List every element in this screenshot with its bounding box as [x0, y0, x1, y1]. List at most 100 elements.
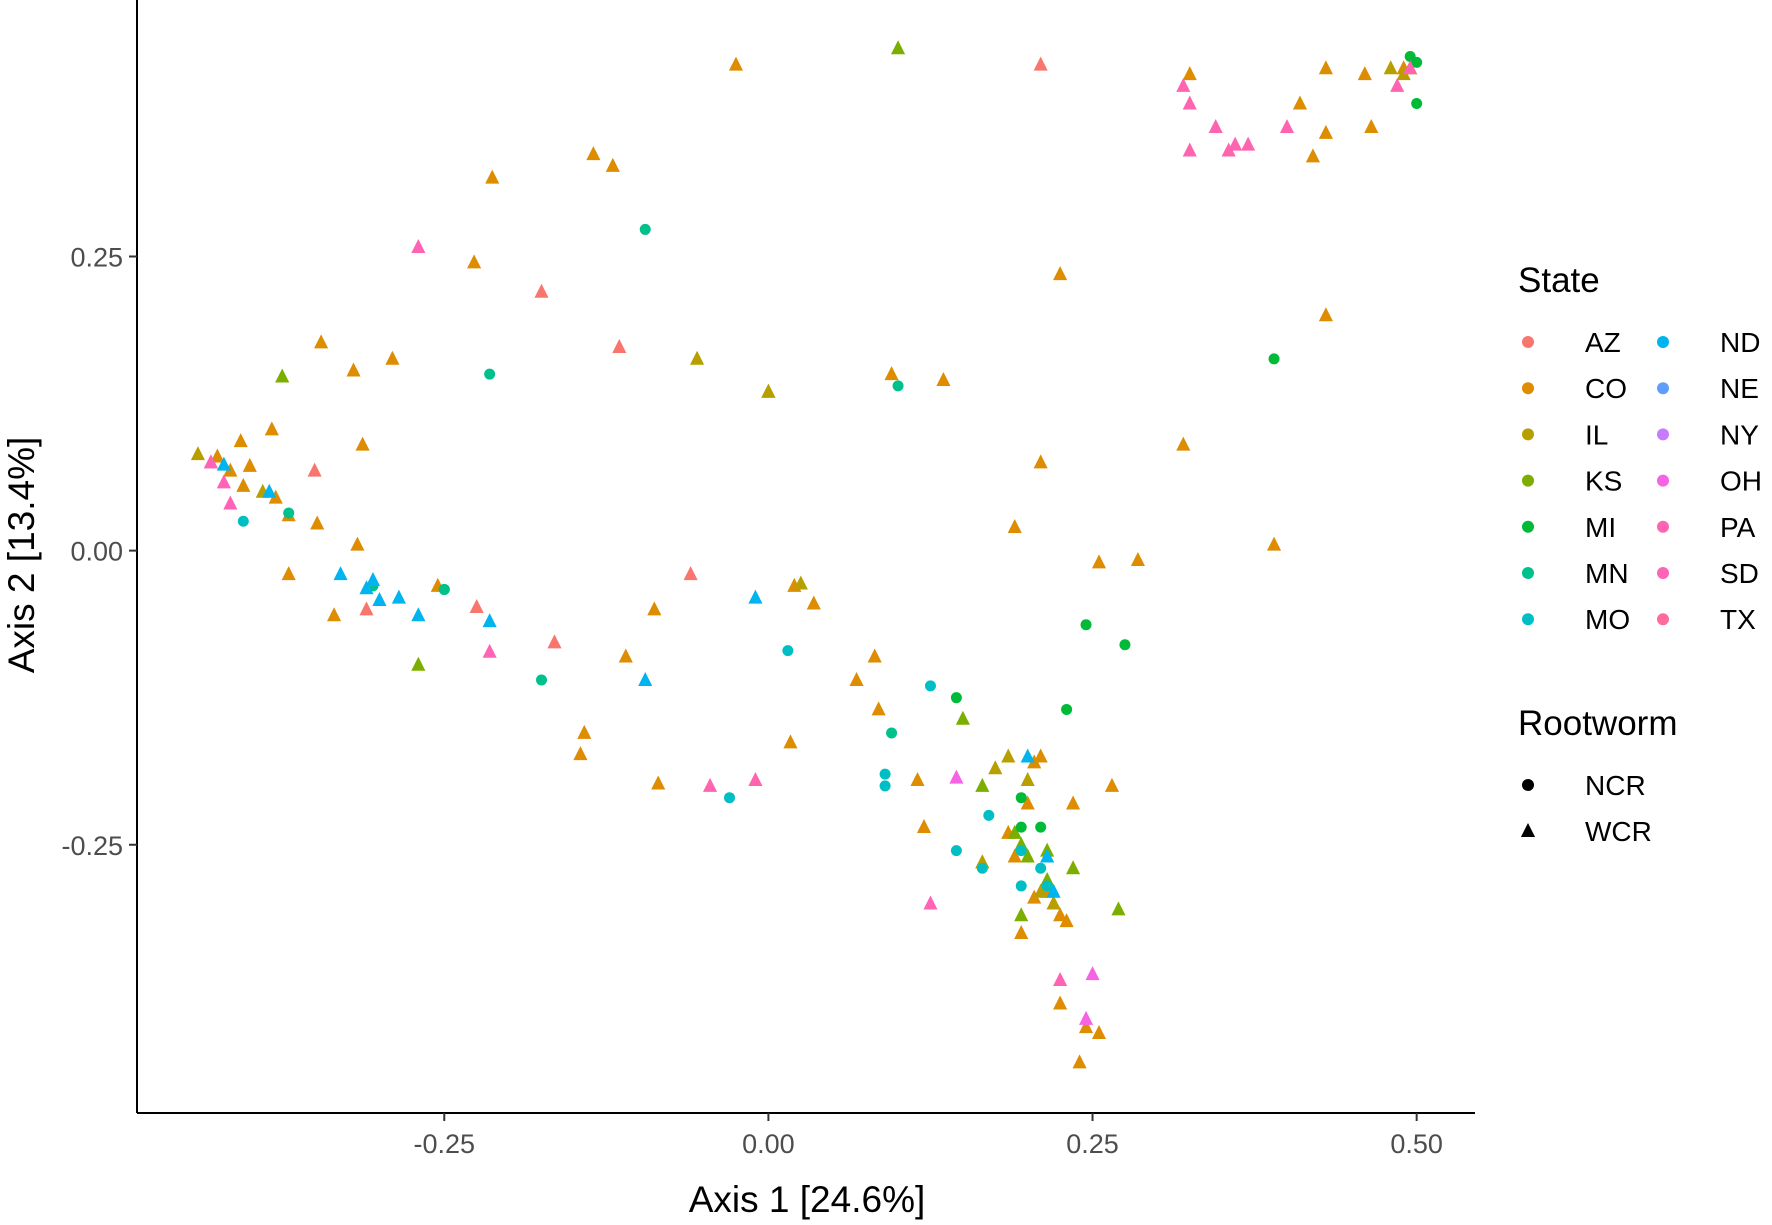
data-point-pa-wcr: [1403, 60, 1418, 75]
data-point-co-wcr: [1104, 777, 1120, 792]
data-point-pa-wcr: [1208, 119, 1223, 134]
legend-key-mi: [1522, 520, 1534, 533]
data-point-co-wcr: [916, 819, 932, 834]
data-point-co-wcr: [1182, 66, 1197, 81]
data-point-mi-ncr: [1119, 639, 1131, 651]
data-point-co-wcr: [1130, 551, 1145, 566]
data-point-co-wcr: [1053, 995, 1068, 1010]
data-point-co-wcr: [1059, 913, 1074, 928]
data-point-co-wcr: [651, 775, 666, 790]
data-point-il-wcr: [1046, 895, 1061, 910]
legend-key-ny: [1657, 428, 1669, 441]
data-point-mo-ncr: [924, 680, 936, 692]
data-point-pa-wcr: [1182, 95, 1197, 110]
data-point-co-wcr: [1318, 124, 1333, 139]
data-point-co-wcr: [1357, 66, 1372, 81]
y-tick-label: -0.25: [61, 831, 123, 861]
legend-label-ny: NY: [1720, 419, 1759, 450]
data-point-nd-wcr: [365, 571, 381, 586]
data-point-ks-wcr: [1020, 848, 1035, 863]
data-point-il-wcr: [1001, 748, 1016, 763]
legend-key-mn: [1522, 567, 1534, 579]
legend-label-az: AZ: [1585, 327, 1621, 358]
data-point-mi-ncr: [950, 692, 962, 704]
data-point-ks-wcr: [411, 656, 426, 671]
data-point-ks-wcr: [275, 368, 290, 383]
legend-label-oh: OH: [1720, 466, 1762, 497]
legend-label-co: CO: [1585, 373, 1627, 404]
points-layer: [190, 40, 1423, 1069]
data-point-co-wcr: [1007, 519, 1022, 534]
data-point-mi-ncr: [1015, 821, 1027, 833]
data-point-co-wcr: [1091, 1024, 1107, 1039]
data-point-co-wcr: [1020, 795, 1035, 810]
data-point-az-wcr: [547, 634, 562, 649]
legend-label-ks: KS: [1585, 466, 1622, 497]
legend-label-mi: MI: [1585, 512, 1616, 543]
data-point-il-wcr: [1383, 60, 1398, 75]
legend-label-wcr: WCR: [1585, 816, 1652, 847]
data-point-co-wcr: [1318, 307, 1333, 322]
legend-title-state: State: [1518, 261, 1600, 300]
data-point-sd-wcr: [482, 643, 497, 658]
data-point-co-wcr: [210, 448, 225, 463]
data-point-mn-ncr: [283, 507, 295, 519]
data-point-co-wcr: [236, 477, 251, 492]
legend-key-il: [1522, 428, 1534, 441]
data-point-mo-ncr: [976, 862, 988, 874]
data-point-pa-wcr: [748, 771, 763, 786]
data-point-nd-wcr: [262, 483, 277, 498]
data-point-sd-wcr: [223, 495, 238, 510]
data-point-sd-wcr: [923, 895, 938, 910]
data-point-il-wcr: [1020, 771, 1035, 786]
data-point-nd-wcr: [1040, 848, 1055, 863]
ticks-layer: -0.25 0.00 0.25 0.50 0.25 0.00 -0.25: [61, 242, 1442, 1159]
data-point-az-wcr: [534, 283, 549, 298]
legend-key-mo: [1522, 613, 1534, 626]
data-point-co-wcr: [233, 433, 248, 448]
data-point-pa-wcr: [1176, 77, 1191, 92]
x-tick-label: 0.50: [1390, 1129, 1443, 1159]
legend: State Rootworm AZ CO IL KS MI MN MO ND NE NY OH PA S…: [1518, 261, 1762, 847]
data-point-mo-ncr: [1041, 880, 1053, 892]
data-point-oh-wcr: [1085, 966, 1100, 981]
data-point-mo-ncr: [983, 809, 995, 821]
data-point-co-wcr: [1266, 536, 1282, 551]
data-point-co-wcr: [605, 157, 620, 172]
legend-key-ncr: [1522, 779, 1534, 791]
data-point-co-wcr: [1033, 748, 1048, 763]
legend-key-wcr: [1520, 822, 1536, 837]
data-point-il-wcr: [690, 350, 705, 365]
data-point-co-wcr: [867, 648, 882, 663]
data-point-il-wcr: [1033, 883, 1048, 898]
data-point-co-wcr: [1091, 554, 1107, 569]
legend-label-mo: MO: [1585, 604, 1630, 635]
y-axis-title: Axis 2 [13.4%]: [1, 437, 42, 674]
data-point-co-wcr: [1007, 848, 1022, 863]
data-point-il-wcr: [761, 383, 776, 398]
data-point-co-wcr: [647, 601, 662, 616]
y-tick-label: 0.00: [70, 537, 123, 567]
legend-label-il: IL: [1585, 419, 1608, 450]
data-point-mn-ncr: [536, 674, 548, 686]
legend-label-sd: SD: [1720, 558, 1759, 589]
data-point-co-wcr: [806, 595, 821, 610]
data-point-co-wcr: [884, 366, 899, 381]
axes-layer: [136, 0, 1475, 1114]
legend-key-co: [1522, 382, 1534, 395]
data-point-mo-ncr: [724, 792, 736, 804]
data-point-co-wcr: [1033, 454, 1048, 469]
data-point-nd-wcr: [333, 566, 348, 581]
data-point-co-wcr: [385, 350, 400, 365]
data-point-co-wcr: [485, 169, 500, 184]
data-point-co-wcr: [1292, 95, 1308, 110]
data-point-ks-wcr: [1066, 860, 1081, 875]
data-point-co-wcr: [350, 536, 365, 551]
data-point-co-wcr: [1053, 907, 1068, 922]
data-point-ks-wcr: [1111, 901, 1126, 916]
data-point-sd-wcr: [1053, 972, 1068, 987]
data-point-nd-wcr: [748, 589, 763, 604]
x-tick-label: 0.25: [1066, 1129, 1119, 1159]
data-point-nd-wcr: [482, 613, 497, 628]
data-point-ks-wcr: [890, 40, 906, 55]
